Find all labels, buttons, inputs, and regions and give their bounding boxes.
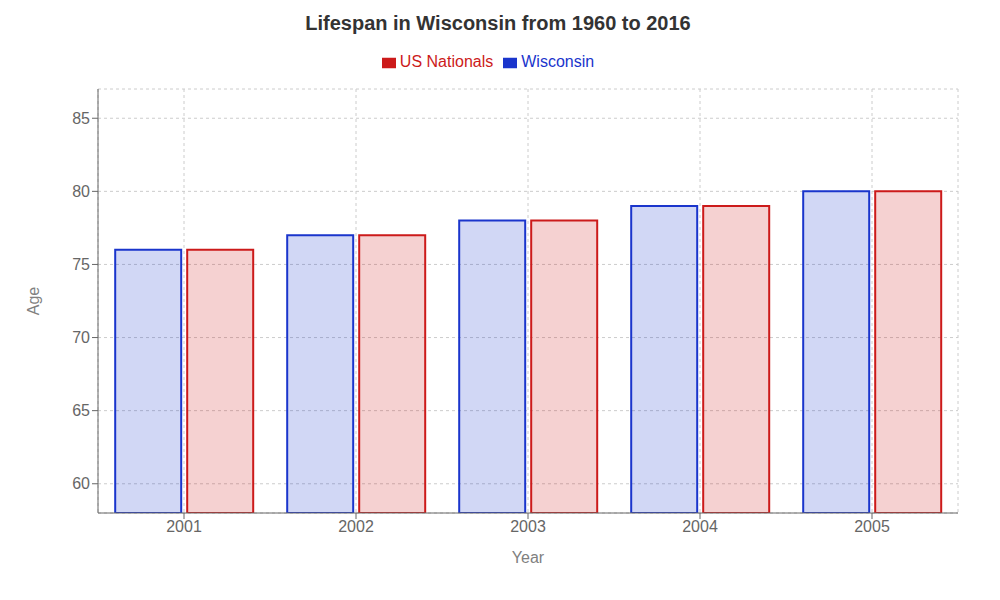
svg-text:80: 80 [72,183,90,200]
svg-text:2005: 2005 [854,518,890,535]
svg-text:60: 60 [72,475,90,492]
html-text:Lifespan in Wisconsin from 196: Lifespan in Wisconsin from 1960 to 2016 [305,12,691,34]
svg-text:2002: 2002 [338,518,374,535]
svg-text:2001: 2001 [166,518,202,535]
svg-text:65: 65 [72,402,90,419]
svg-text:85: 85 [72,110,90,127]
svg-text:Year: Year [512,549,545,566]
svg-text:70: 70 [72,329,90,346]
svg-text:2004: 2004 [682,518,718,535]
html-text:Wisconsin: Wisconsin [521,53,595,70]
svg-text:2003: 2003 [510,518,546,535]
html-text:US Nationals: US Nationals [399,53,494,70]
svg-text:75: 75 [72,256,90,273]
svg-text:Age: Age [25,287,42,316]
